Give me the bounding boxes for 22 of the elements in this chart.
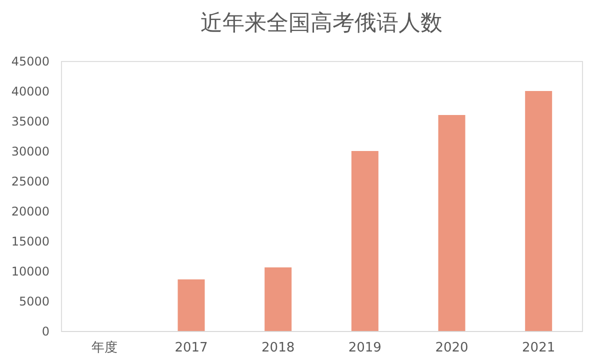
x-tick-label: 2020: [435, 340, 468, 356]
x-tick-label: 2021: [522, 340, 556, 356]
chart-title: 近年来全国高考俄语人数: [200, 11, 442, 36]
x-tick-label: 年度: [91, 340, 118, 356]
bar: [525, 91, 552, 331]
bar: [178, 279, 205, 331]
y-tick-label: 35000: [11, 114, 50, 128]
y-tick-label: 30000: [11, 144, 50, 158]
y-tick-label: 40000: [11, 84, 50, 98]
x-tick-label: 2017: [174, 340, 208, 356]
y-tick-label: 20000: [11, 204, 50, 218]
x-tick-label: 2018: [262, 340, 295, 356]
y-tick-label: 0: [42, 324, 50, 338]
bar: [438, 115, 466, 331]
y-tick-label: 45000: [11, 54, 50, 68]
x-tick-label: 2019: [348, 340, 382, 356]
y-tick-label: 25000: [11, 174, 50, 188]
y-tick-label: 5000: [18, 294, 50, 308]
y-tick-label: 15000: [11, 234, 50, 248]
bar: [264, 267, 292, 331]
y-tick-label: 10000: [11, 264, 50, 278]
bar: [351, 151, 378, 331]
